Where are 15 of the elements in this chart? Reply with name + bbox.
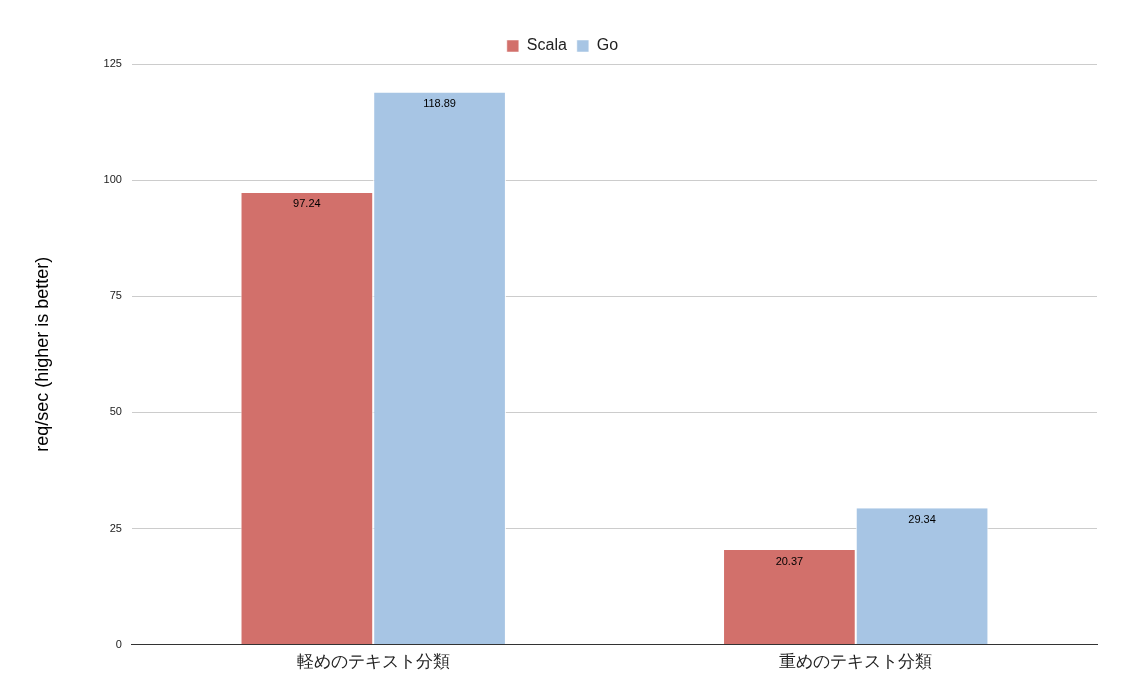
y-tick-label: 75	[109, 289, 122, 302]
legend-label: Scala	[526, 36, 567, 54]
data-label: 29.34	[908, 512, 936, 525]
data-label: 118.89	[423, 96, 456, 109]
legend-label: Go	[596, 36, 619, 54]
y-tick-label: 125	[103, 57, 122, 70]
x-tick-label: 軽めのテキスト分類	[296, 651, 450, 672]
y-axis-title: req/sec (higher is better)	[31, 256, 52, 452]
data-label: 20.37	[775, 554, 804, 567]
y-tick-label: 50	[109, 405, 122, 418]
y-tick-label: 0	[115, 637, 122, 650]
data-label: 97.24	[293, 197, 321, 210]
x-tick-label: 重めのテキスト分類	[779, 651, 933, 672]
y-tick-label: 100	[103, 173, 122, 186]
y-tick-label: 25	[109, 521, 122, 534]
